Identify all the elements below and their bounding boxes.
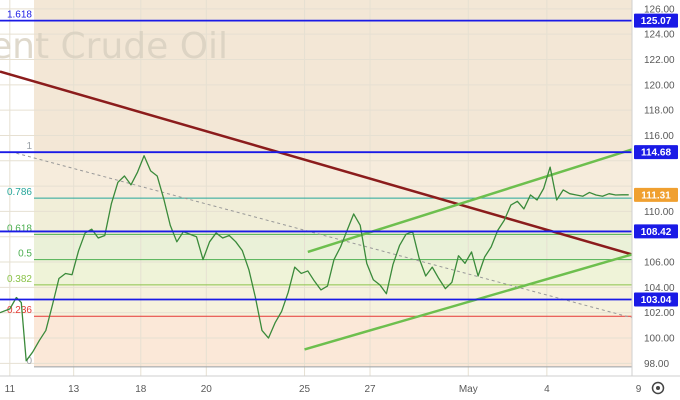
price-tag [634, 13, 678, 28]
x-tick-label: 4 [544, 384, 550, 395]
x-tick-label: 25 [299, 384, 311, 395]
price-line [0, 155, 629, 362]
x-tick-label: 20 [201, 384, 213, 395]
price-tag-label: 103.04 [641, 295, 672, 306]
price-tag-label: 125.07 [641, 16, 672, 27]
x-axis: 11 13 18 20 25 27 May 4 9 [0, 375, 680, 400]
x-axis-bg [0, 376, 632, 400]
fib-label: 1.618 [7, 10, 32, 21]
fib-band [34, 20, 632, 153]
fib-band [34, 152, 632, 199]
settings-icon[interactable] [651, 381, 665, 395]
price-tag-label: 111.31 [641, 190, 671, 201]
x-tick-label: May [459, 384, 478, 395]
fib-band [34, 0, 632, 21]
x-tick-label: 18 [135, 384, 147, 395]
fib-label: 0.236 [7, 305, 32, 316]
y-tick-label: 116.00 [644, 131, 674, 142]
price-tag [634, 292, 678, 307]
price-tag [634, 187, 678, 202]
price-tag [634, 224, 678, 239]
y-axis: 98.00 100.00 102.00 104.00 106.00 110.00 116.0… [631, 0, 680, 400]
grid [0, 0, 640, 376]
price-tag-label: 108.42 [641, 227, 672, 238]
price-series [0, 155, 629, 362]
x-tick-label: 27 [364, 384, 376, 395]
fib-label: 0.5 [18, 249, 32, 260]
fib-label: 0.382 [7, 274, 32, 285]
y-tick-label: 104.00 [644, 283, 675, 294]
y-tick-label: 122.00 [644, 55, 675, 66]
y-tick-label: 120.00 [644, 80, 675, 91]
x-tick-label: 11 [5, 384, 16, 395]
fib-label: 1 [26, 141, 32, 152]
y-tick-label: 118.00 [644, 106, 674, 117]
horizontal-levels [0, 19, 632, 301]
fib-band [34, 234, 632, 260]
y-tick-label: 110.00 [644, 207, 674, 218]
y-tick-label: 106.00 [644, 258, 675, 269]
fib-bands [34, 0, 632, 367]
fib-band [34, 198, 632, 235]
x-tick-label: 13 [68, 384, 80, 395]
y-tick-label: 98.00 [644, 359, 669, 370]
y-tick-label: 102.00 [644, 308, 675, 319]
trendline-fib-diagonal [16, 152, 633, 319]
trendline-channel-lower [304, 253, 633, 351]
trendline-resistance [0, 70, 633, 256]
y-tick-label: 100.00 [644, 334, 675, 345]
price-tag-label: 114.68 [641, 148, 671, 159]
y-tick-label: 124.00 [644, 30, 675, 41]
watermark: ent Crude Oil [0, 26, 228, 67]
x-tick-label: 9 [636, 384, 642, 395]
fib-label: 0 [26, 356, 32, 367]
fib-label: 0.618 [7, 223, 32, 234]
fib-band [34, 284, 632, 317]
price-tag [634, 145, 678, 160]
y-tick-label: 126.00 [644, 4, 675, 15]
fib-label: 0.786 [7, 187, 32, 198]
